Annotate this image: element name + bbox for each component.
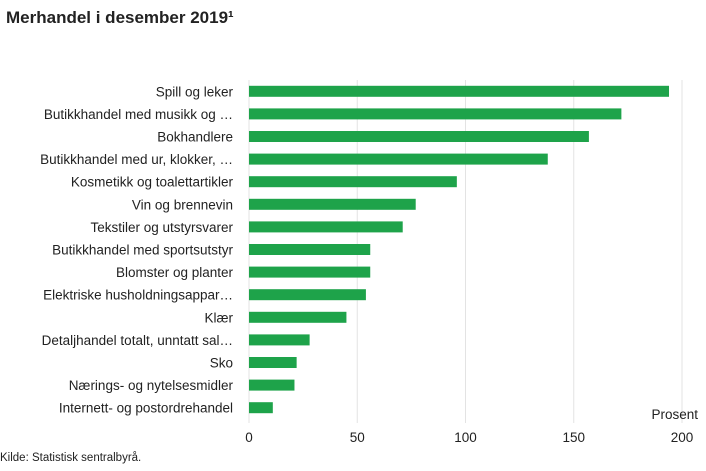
x-tick-label: 100 <box>454 430 477 445</box>
category-label: Spill og leker <box>156 84 234 99</box>
x-tick-labels: 0 50 100 150 200 <box>245 430 693 445</box>
category-label: Blomster og planter <box>116 265 234 280</box>
bar-chart: Spill og leker Butikkhandel med musikk og… <box>40 80 698 445</box>
source-note: Kilde: Statistisk sentralbyrå. <box>0 452 142 464</box>
x-tick-label: 200 <box>671 430 694 445</box>
bars <box>249 85 670 414</box>
bar <box>249 379 295 391</box>
category-label: Bokhandlere <box>157 130 233 145</box>
chart-title: Merhandel i desember 2019¹ <box>6 8 234 27</box>
bar <box>249 198 416 210</box>
bar <box>249 153 548 165</box>
x-tick-label: 150 <box>562 430 585 445</box>
x-axis-unit-label: Prosent <box>651 407 698 422</box>
bar <box>249 289 366 301</box>
category-label: Vin og brennevin <box>132 197 233 212</box>
category-label: Klær <box>204 310 233 325</box>
bar <box>249 221 403 233</box>
bar <box>249 176 457 188</box>
x-tick-label: 0 <box>245 430 253 445</box>
category-label: Kosmetikk og toalettartikler <box>71 175 234 190</box>
category-label: Nærings- og nytelsesmidler <box>69 378 234 393</box>
bar <box>249 131 589 142</box>
x-tick-label: 50 <box>350 430 365 445</box>
category-label: Internett- og postordrehandel <box>59 401 233 416</box>
category-label: Tekstiler og utstyrsvarer <box>90 220 233 235</box>
bar <box>249 244 371 255</box>
category-label: Elektriske husholdningsappar… <box>43 288 233 303</box>
category-labels: Spill og leker Butikkhandel med musikk og… <box>40 84 233 415</box>
category-label: Butikkhandel med musikk og … <box>44 107 233 122</box>
bar <box>249 108 622 120</box>
category-label: Sko <box>210 356 233 371</box>
bar <box>249 311 347 323</box>
bar <box>249 334 310 346</box>
bar <box>249 357 297 368</box>
bar <box>249 266 371 278</box>
bar <box>249 402 273 414</box>
category-label: Detaljhandel totalt, unntatt sal… <box>42 333 233 348</box>
category-label: Butikkhandel med sportsutstyr <box>52 243 233 258</box>
category-label: Butikkhandel med ur, klokker, … <box>40 152 233 167</box>
bar <box>249 85 670 97</box>
